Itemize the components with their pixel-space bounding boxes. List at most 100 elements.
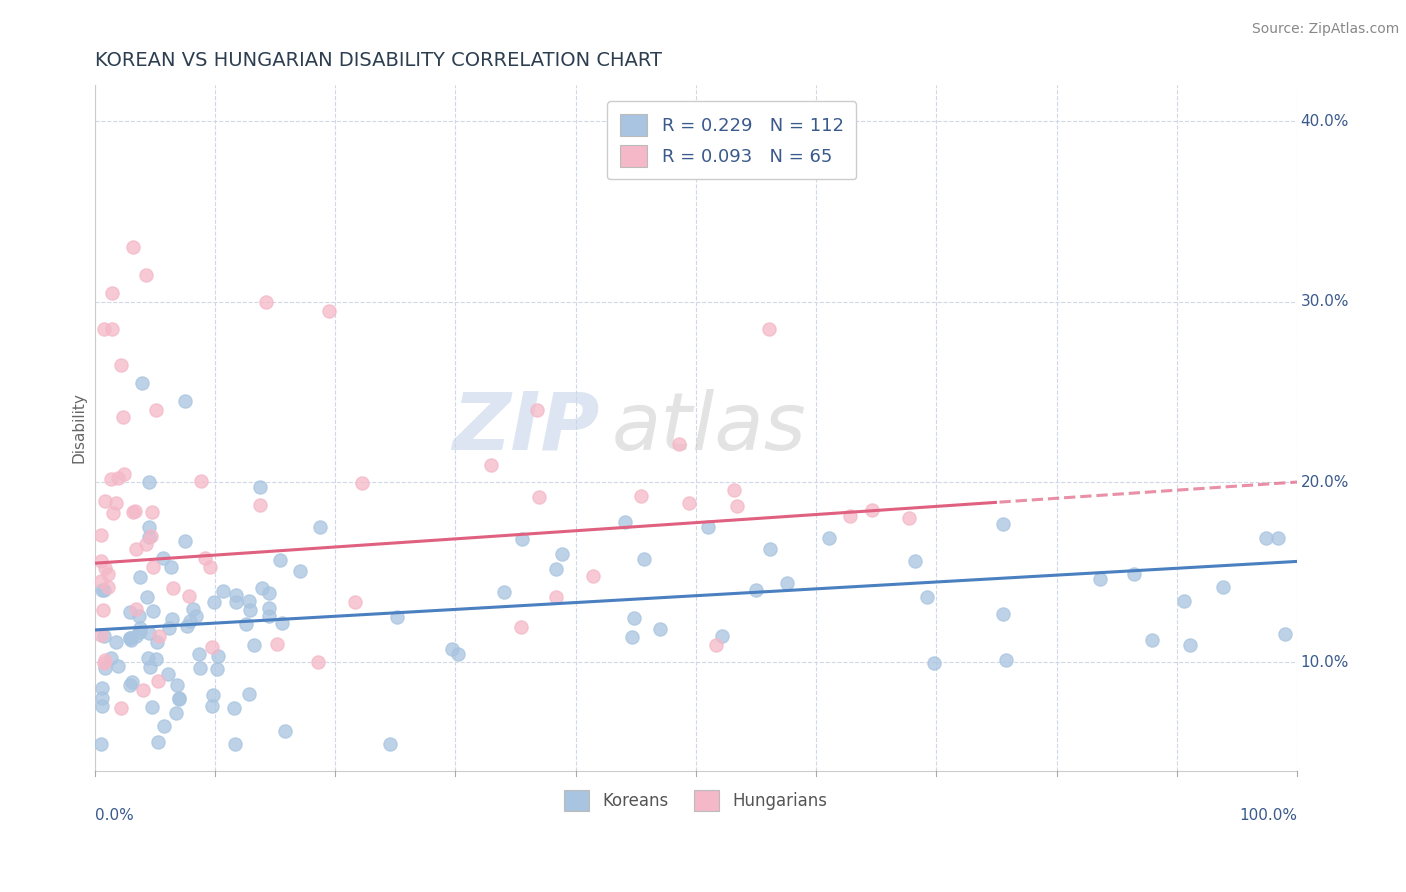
Point (157, 621, 180, 635)
Point (249, 480, 271, 494)
Point (207, 648, 229, 663)
Point (94, 652, 117, 666)
Text: 20.0%: 20.0% (1301, 475, 1348, 490)
Point (1140, 632, 1163, 647)
Point (494, 584, 516, 599)
Point (630, 489, 652, 503)
Point (148, 673, 170, 688)
Point (138, 520, 160, 534)
Point (138, 475, 160, 490)
Point (582, 569, 605, 583)
Point (224, 737, 246, 751)
Point (181, 602, 204, 616)
Point (160, 612, 183, 626)
Point (225, 594, 247, 608)
Text: atlas: atlas (612, 389, 807, 467)
Point (350, 475, 373, 490)
Point (198, 559, 221, 574)
Point (745, 583, 768, 598)
Point (174, 533, 197, 548)
Point (107, 471, 129, 485)
Point (190, 474, 212, 488)
Point (118, 631, 141, 645)
Point (90, 574, 112, 588)
Text: 100.0%: 100.0% (1239, 808, 1298, 823)
Point (273, 723, 295, 738)
Text: 40.0%: 40.0% (1301, 113, 1348, 128)
Point (994, 653, 1017, 667)
Point (131, 376, 153, 390)
Point (141, 700, 163, 714)
Point (138, 659, 160, 673)
Point (509, 620, 531, 634)
Point (205, 662, 228, 676)
Point (991, 516, 1014, 531)
Point (97, 566, 120, 581)
Point (174, 393, 197, 408)
Point (159, 559, 181, 574)
Point (257, 601, 280, 615)
Point (1173, 594, 1195, 608)
Text: 30.0%: 30.0% (1301, 294, 1350, 310)
Point (704, 638, 727, 652)
Point (142, 559, 165, 574)
Point (194, 551, 217, 566)
Point (167, 692, 190, 706)
Point (157, 666, 180, 681)
Point (105, 635, 128, 649)
Point (1088, 572, 1111, 586)
Point (152, 551, 174, 566)
Point (238, 687, 260, 701)
Point (122, 505, 145, 519)
Point (100, 650, 122, 665)
Point (152, 718, 174, 732)
Point (479, 458, 502, 472)
Point (94, 561, 117, 575)
Point (135, 268, 157, 282)
Point (697, 520, 720, 534)
Point (90, 583, 112, 598)
Point (648, 622, 671, 636)
Point (546, 591, 568, 605)
Point (128, 608, 150, 623)
Point (101, 321, 124, 335)
Point (110, 700, 132, 714)
Point (162, 581, 184, 595)
Point (166, 678, 188, 692)
Point (129, 569, 152, 583)
Point (188, 660, 211, 674)
Point (551, 547, 574, 561)
Point (202, 595, 225, 609)
Point (120, 632, 142, 646)
Point (447, 647, 470, 661)
Point (759, 541, 782, 556)
Point (176, 618, 198, 632)
Point (723, 483, 745, 497)
Point (915, 590, 938, 604)
Point (148, 629, 170, 643)
Point (111, 410, 134, 425)
Point (90, 681, 112, 695)
Point (201, 640, 224, 655)
Point (131, 682, 153, 697)
Point (135, 537, 157, 551)
Text: Source: ZipAtlas.com: Source: ZipAtlas.com (1251, 22, 1399, 37)
Point (544, 562, 567, 576)
Point (243, 639, 266, 653)
Point (94, 661, 117, 675)
Point (378, 737, 401, 751)
Point (776, 576, 799, 591)
Point (177, 589, 200, 603)
Point (112, 467, 135, 482)
Point (710, 629, 733, 643)
Point (225, 589, 247, 603)
Point (93, 321, 115, 335)
Point (668, 436, 690, 450)
Point (991, 607, 1014, 621)
Point (1274, 627, 1296, 641)
Point (165, 706, 187, 720)
Point (621, 630, 644, 644)
Point (1267, 531, 1289, 545)
Point (105, 496, 128, 510)
Point (254, 294, 277, 309)
